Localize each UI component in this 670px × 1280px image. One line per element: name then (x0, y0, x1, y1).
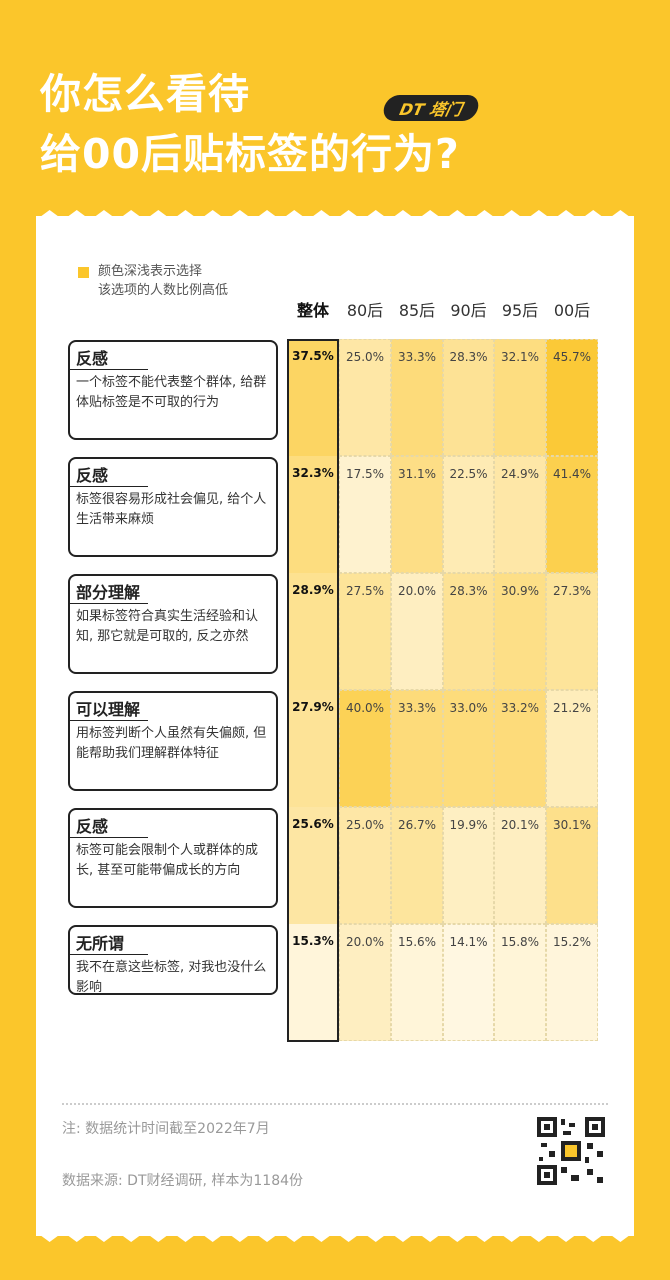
heatmap-cell: 21.2% (546, 690, 598, 807)
column-header-85: 85后 (398, 301, 436, 320)
option-tag: 反感 (76, 349, 109, 368)
option-card: 部分理解如果标签符合真实生活经验和认知, 那它就是可取的, 反之亦然 (68, 574, 278, 674)
tag-underline (70, 369, 148, 370)
option-description: 标签可能会限制个人或群体的成长, 甚至可能带偏成长的方向 (76, 843, 259, 878)
heatmap-cell: 28.3% (443, 573, 494, 690)
option-description: 我不在意这些标签, 对我也没什么影响 (76, 960, 267, 995)
heatmap-cell: 28.3% (443, 339, 494, 456)
heatmap-cell: 40.0% (339, 690, 391, 807)
tag-underline (70, 837, 148, 838)
heatmap-cell: 14.1% (443, 924, 494, 1041)
heatmap-cell: 27.9% (287, 690, 339, 807)
tag-underline (70, 603, 148, 604)
ticket-bottom-edge (36, 1232, 634, 1242)
option-description: 标签很容易形成社会偏见, 给个人生活带来麻烦 (76, 492, 267, 527)
heatmap-cell: 32.3% (287, 456, 339, 573)
option-tag: 无所谓 (76, 934, 125, 953)
heatmap-cell: 41.4% (546, 456, 598, 573)
qr-code-icon (537, 1117, 605, 1185)
footnote: 注: 数据统计时间截至2022年7月 (62, 1121, 270, 1137)
heatmap-cell: 27.3% (546, 573, 598, 690)
column-header-90: 90后 (450, 301, 487, 320)
heatmap-cell: 32.1% (494, 339, 546, 456)
page-title: 你怎么看待 给00后贴标签的行为? (40, 64, 460, 184)
heatmap-cell: 20.0% (339, 924, 391, 1041)
heatmap-cell: 17.5% (339, 456, 391, 573)
title-line-2: 给00后贴标签的行为? (40, 130, 460, 178)
heatmap-cell: 15.2% (546, 924, 598, 1041)
heatmap-cell: 19.9% (443, 807, 494, 924)
title-line-1: 你怎么看待 (40, 70, 250, 118)
heatmap-cell: 25.0% (339, 807, 391, 924)
column-header-00: 00后 (553, 301, 591, 320)
legend-swatch (78, 267, 89, 278)
heatmap-cell: 24.9% (494, 456, 546, 573)
option-tag: 反感 (76, 466, 109, 485)
option-description: 用标签判断个人虽然有失偏颇, 但能帮助我们理解群体特征 (76, 726, 267, 761)
heatmap-cell: 37.5% (287, 339, 339, 456)
source-text: 数据来源: DT财经调研, 样本为1184份 (62, 1173, 304, 1189)
heatmap-cell: 33.2% (494, 690, 546, 807)
heatmap-cell: 15.3% (287, 924, 339, 1041)
ticket-top-edge (36, 210, 634, 220)
heatmap-cell: 26.7% (391, 807, 443, 924)
column-header-total: 整体 (296, 301, 329, 320)
heatmap-cell: 25.0% (339, 339, 391, 456)
tag-underline (70, 954, 148, 955)
tag-underline (70, 486, 148, 487)
heatmap-cell: 31.1% (391, 456, 443, 573)
tag-underline (70, 720, 148, 721)
heatmap-cell: 15.8% (494, 924, 546, 1041)
heatmap-cell: 25.6% (287, 807, 339, 924)
heatmap-cell: 33.3% (391, 339, 443, 456)
heatmap-cell: 33.3% (391, 690, 443, 807)
brand-logo: DT 塔门 (381, 95, 481, 121)
heatmap-cell: 30.1% (546, 807, 598, 924)
legend-text: 颜色深浅表示选择 该选项的人数比例高低 (98, 264, 229, 298)
heatmap-cell: 45.7% (546, 339, 598, 456)
option-card: 无所谓我不在意这些标签, 对我也没什么影响 (68, 925, 278, 995)
heatmap-cell: 27.5% (339, 573, 391, 690)
heatmap-cell: 22.5% (443, 456, 494, 573)
option-description: 如果标签符合真实生活经验和认知, 那它就是可取的, 反之亦然 (76, 609, 259, 644)
option-tag: 部分理解 (76, 583, 141, 602)
column-header-80: 80后 (346, 301, 384, 320)
footer-divider (62, 1103, 608, 1105)
option-card: 反感标签很容易形成社会偏见, 给个人生活带来麻烦 (68, 457, 278, 557)
heatmap-cell: 30.9% (494, 573, 546, 690)
option-description: 一个标签不能代表整个群体, 给群体贴标签是不可取的行为 (76, 375, 267, 410)
heatmap-cell: 15.6% (391, 924, 443, 1041)
option-tag: 反感 (76, 817, 109, 836)
option-card: 反感一个标签不能代表整个群体, 给群体贴标签是不可取的行为 (68, 340, 278, 440)
heatmap-cell: 20.1% (494, 807, 546, 924)
option-card: 反感标签可能会限制个人或群体的成长, 甚至可能带偏成长的方向 (68, 808, 278, 908)
heatmap-cell: 20.0% (391, 573, 443, 690)
option-tag: 可以理解 (76, 700, 141, 719)
heatmap-cell: 33.0% (443, 690, 494, 807)
heatmap-cell: 28.9% (287, 573, 339, 690)
total-column-frame (287, 339, 339, 1042)
option-card: 可以理解用标签判断个人虽然有失偏颇, 但能帮助我们理解群体特征 (68, 691, 278, 791)
column-header-95: 95后 (501, 301, 539, 320)
